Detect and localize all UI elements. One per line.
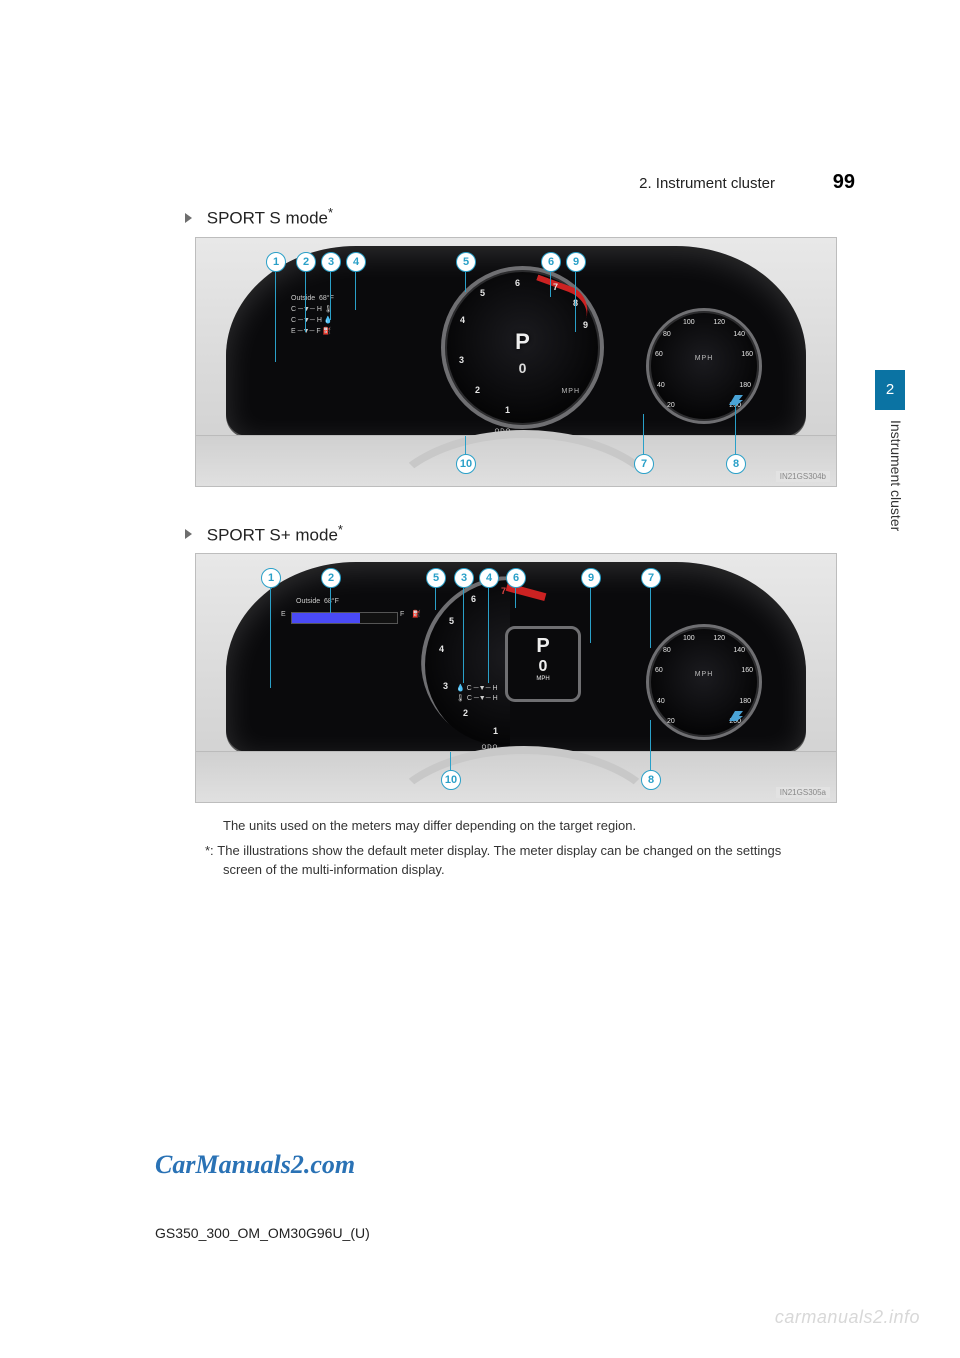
callout-7: 7	[634, 454, 654, 474]
callout-9: 9	[566, 252, 586, 272]
figure-sport-s-plus: E F ⛽ Outside 68°F 1 2 3 4 5 6 7 P 0	[195, 553, 837, 803]
mode-b-title: SPORT S+ mode	[207, 525, 338, 544]
gear-indicator: P	[445, 329, 600, 355]
small-gauge-unit: MPH	[649, 355, 759, 362]
outside-block: Outside 68°F	[296, 598, 339, 605]
asterisk-b: *	[338, 522, 343, 537]
page: 2. Instrument cluster 99 2 Instrument cl…	[0, 0, 960, 1358]
callout-5: 5	[456, 252, 476, 272]
callout-1: 1	[266, 252, 286, 272]
asterisk-a: *	[328, 205, 333, 220]
chapter-tab: 2	[875, 370, 905, 410]
callout-4: 4	[346, 252, 366, 272]
figure-code-b: IN21GS305a	[776, 787, 830, 798]
figure-sport-s: Outside 68°F C ─▼─ H 🌡 C ─▼─ H 💧 E ─▼─ F…	[195, 237, 837, 487]
fuel-bar	[291, 612, 398, 624]
speedometer-gauge: 20 40 60 80 100 120 140 160 180 200 MPH	[646, 308, 762, 424]
half-tachometer: 1 2 3 4 5 6 7 P 0 MPH	[421, 576, 591, 746]
note-line-2: *: The illustrations show the default me…	[223, 842, 815, 880]
note-line-1: The units used on the meters may differ …	[223, 817, 815, 836]
outside-value: 68°F	[319, 295, 334, 302]
left-info-block: Outside 68°F C ─▼─ H 🌡 C ─▼─ H 💧 E ─▼─ F…	[291, 293, 334, 337]
site-watermark: carmanuals2.info	[775, 1307, 920, 1328]
content-column: SPORT S mode* Outside 68°F C ─▼─ H 🌡 C ─…	[155, 170, 855, 880]
mode-a-heading: SPORT S mode*	[185, 205, 855, 229]
watermark-carmanuals2: CarManuals2.com	[155, 1150, 355, 1180]
callout-8: 8	[726, 454, 746, 474]
callout-3: 3	[321, 252, 341, 272]
mode-b-heading: SPORT S+ mode*	[185, 522, 855, 546]
triangle-icon	[185, 529, 192, 539]
speedometer-gauge: 20 40 60 80 100 120 140 160 180 200 MPH	[646, 624, 762, 740]
speed-unit: MPH	[561, 388, 580, 395]
outside-label: Outside	[291, 295, 315, 302]
document-code: GS350_300_OM_OM30G96U_(U)	[155, 1225, 370, 1241]
f-badge-icon	[727, 393, 745, 407]
triangle-icon	[185, 213, 192, 223]
callout-2: 2	[296, 252, 316, 272]
callout-6: 6	[541, 252, 561, 272]
figure-code-a: IN21GS304b	[776, 471, 830, 482]
speed-value: 0	[445, 360, 600, 376]
center-display: P 0 MPH	[505, 626, 581, 702]
chapter-tab-label: Instrument cluster	[876, 420, 904, 600]
small-gauge-unit: MPH	[649, 671, 759, 678]
f-badge-icon	[727, 709, 745, 723]
mode-a-title: SPORT S mode	[207, 209, 328, 228]
notes-block: The units used on the meters may differ …	[205, 817, 815, 880]
temp-rows: 💧 C ─▼─ H 🌡 C ─▼─ H	[456, 684, 498, 704]
callout-10: 10	[456, 454, 476, 474]
